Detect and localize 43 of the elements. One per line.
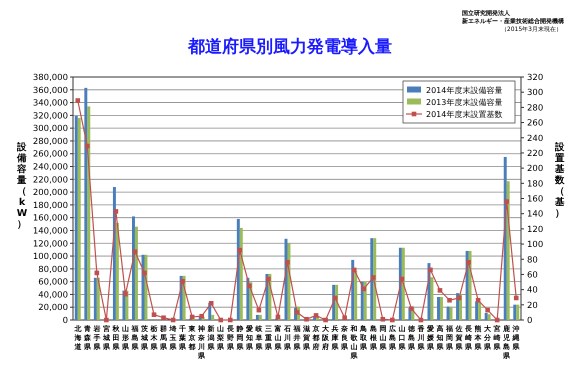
y-tick-label: 120,000 [32,239,68,250]
y2-tick-label: 20 [527,300,538,311]
y-tick-label: 60,000 [38,278,68,288]
y2-tick-label: 260 [527,118,544,129]
y2-tick-label: 160 [527,194,544,204]
y-tick-label: 140,000 [32,226,68,236]
y-tick-label: 380,000 [32,73,68,83]
y2-tick-label: 0 [527,316,532,326]
y-tick-label: 360,000 [32,86,68,96]
legend-label: 2014年度末設置基数 [426,110,502,119]
y-tick-label: 80,000 [38,264,68,275]
y-tick-label: 260,000 [32,150,68,160]
y-tick-label: 220,000 [32,175,68,186]
y2-tick-label: 240 [527,134,544,144]
y-tick-label: 240,000 [32,162,68,173]
y2-tick-label: 120 [527,224,544,235]
y2-tick-label: 200 [527,164,544,174]
y-tick-label: 200,000 [32,188,68,198]
y2-tick-label: 80 [527,255,538,266]
y-tick-label: 280,000 [32,136,68,147]
y2-tick-label: 140 [527,210,544,220]
y-tick-label: 160,000 [32,214,68,224]
y2-tick-label: 300 [527,88,544,98]
y-tick-label: 40,000 [38,290,68,300]
legend-label: 2014年度末設備容量 [426,86,502,95]
y-tick-label: 100,000 [32,252,68,262]
y-tick-label: 340,000 [32,98,68,109]
y2-axis-title: 設置基数（基） [554,141,566,219]
y-tick-label: 20,000 [38,303,68,314]
y2-tick-label: 100 [527,240,544,250]
y2-tick-label: 40 [527,286,538,296]
chart-title: 都道府県別風力発電導入量 [187,37,392,57]
y2-tick-label: 60 [527,270,538,280]
legend-label: 2013年度末設備容量 [426,98,502,107]
y2-tick-label: 320 [527,73,544,83]
y-tick-label: 180,000 [32,200,68,211]
y2-tick-label: 220 [527,148,544,159]
y-tick-label: 300,000 [32,124,68,134]
y-tick-label: 320,000 [32,111,68,122]
y-tick-label: 0 [62,316,68,326]
y2-tick-label: 180 [527,179,544,190]
y2-tick-label: 280 [527,103,544,114]
y-axis-title: 設備容量（kW） [16,141,28,230]
